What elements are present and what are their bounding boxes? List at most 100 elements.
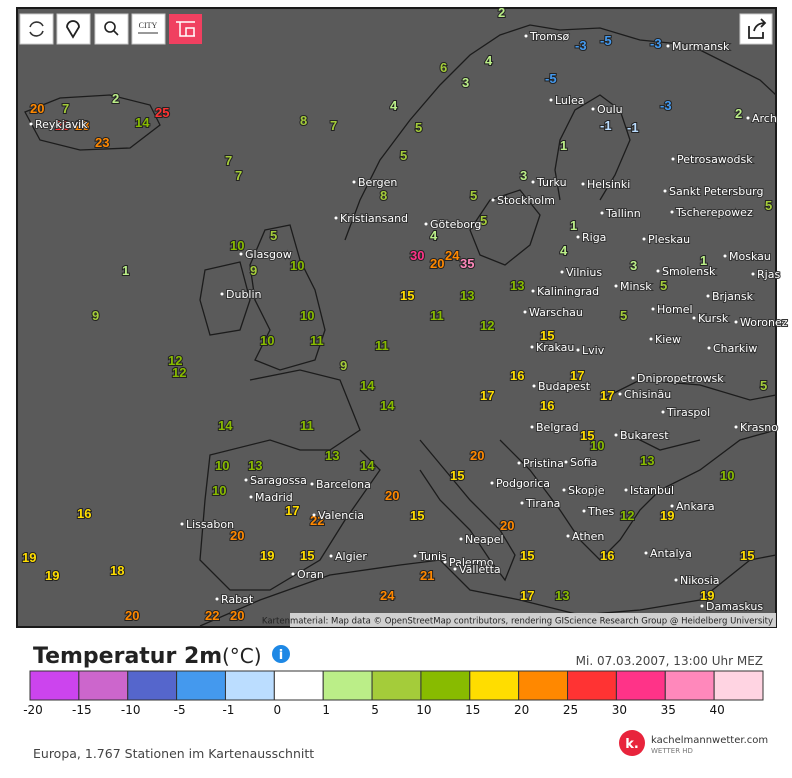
balkans-blacksea	[499, 429, 777, 561]
city-button[interactable]	[131, 13, 166, 45]
city-label: Arch	[752, 112, 777, 125]
city-label: Helsinki	[587, 178, 630, 191]
station-temperature: 10	[230, 238, 244, 253]
station-temperature: 5	[660, 278, 667, 293]
city-label: Bukarest	[620, 429, 669, 442]
city-label: Minsk	[620, 280, 652, 293]
legend-tick-label: -20	[23, 703, 43, 717]
city-dot	[29, 122, 33, 126]
city-label: Algier	[335, 550, 367, 563]
station-temperature: 20	[500, 518, 514, 533]
station-temperature: 4	[485, 53, 493, 68]
station-temperature: 3	[462, 75, 469, 90]
city-label: Turku	[536, 176, 567, 189]
city-label: Woronez	[740, 316, 788, 329]
legend: -20 -15 -10 -5 -1 0 1 5 10 15 20 25 30 35 40	[23, 670, 764, 717]
station-temperature: 10	[260, 333, 274, 348]
city-label: Athen	[572, 530, 604, 543]
scandinavia-coast	[344, 24, 777, 241]
station-temperature: 16	[77, 506, 91, 521]
city-dot	[576, 348, 580, 352]
city-dot	[491, 198, 495, 202]
legend-tick-label: 30	[612, 703, 627, 717]
station-temperature: 15	[740, 548, 754, 563]
map-panel[interactable]	[16, 7, 777, 628]
location-button[interactable]	[56, 13, 91, 45]
city-label: Tscherepowez	[675, 206, 753, 219]
station-temperature: 8	[300, 113, 307, 128]
station-temperature: 19	[45, 568, 59, 583]
city-label: Podgorica	[496, 477, 550, 490]
city-label: Reykjavik	[35, 118, 88, 131]
city-dot	[642, 237, 646, 241]
city-label: Glasgow	[245, 248, 292, 261]
city-label: Tirana	[525, 497, 560, 510]
station-temperature: 23	[95, 135, 109, 150]
legend-swatch	[78, 670, 129, 701]
city-dot	[751, 272, 755, 276]
legend-swatch	[469, 670, 520, 701]
city-dot	[576, 235, 580, 239]
legend-swatch	[322, 670, 373, 701]
station-temperature: 6	[440, 60, 447, 75]
station-temperature: 4	[560, 243, 568, 258]
station-temperature: 13	[248, 458, 262, 473]
city-dot	[459, 537, 463, 541]
station-temperature: -3	[575, 38, 587, 53]
legend-swatch	[371, 670, 422, 701]
zoom-button[interactable]	[94, 13, 129, 45]
city-label: Lulea	[555, 94, 584, 107]
city-label: Lviv	[582, 344, 605, 357]
legend-tick-label: 10	[416, 703, 431, 717]
city-dot	[517, 461, 521, 465]
station-temperature: 15	[450, 468, 464, 483]
city-dot	[239, 252, 243, 256]
city-dot	[618, 392, 622, 396]
station-temperature: 7	[62, 101, 69, 116]
legend-tick-label: 25	[563, 703, 578, 717]
zoom-icon	[104, 21, 116, 33]
title: Temperatur 2m	[33, 644, 222, 669]
city-label: Madrid	[255, 491, 293, 504]
station-temperature: 10	[290, 258, 304, 273]
logo-icon[interactable]	[619, 730, 645, 756]
city-dot	[215, 597, 219, 601]
city-label: Skopje	[568, 484, 605, 497]
city-dot	[674, 578, 678, 582]
city-label: Oulu	[597, 103, 623, 116]
city-dot	[644, 551, 648, 555]
station-temperature: 8	[380, 188, 387, 203]
city-label: Dublin	[226, 288, 262, 301]
legend-tick-label: 35	[661, 703, 676, 717]
city-label: Sankt Petersburg	[669, 185, 763, 198]
share-button[interactable]	[739, 13, 773, 45]
city-dot	[453, 567, 457, 571]
share-icon	[748, 18, 767, 39]
city-label: Rjas	[757, 268, 780, 281]
refresh-button[interactable]	[19, 13, 54, 45]
station-temperature: 19	[260, 548, 274, 563]
city-dot	[734, 320, 738, 324]
info-button[interactable]	[272, 645, 290, 663]
city-dot	[600, 211, 604, 215]
station-temperature: 13	[460, 288, 474, 303]
city-label: Nikosia	[680, 574, 720, 587]
city-dot	[670, 504, 674, 508]
city-dot	[700, 604, 704, 608]
station-temperature: 7	[225, 153, 232, 168]
station-temperature: 11	[430, 308, 444, 323]
city-dot	[523, 310, 527, 314]
station-temperature: 25	[155, 105, 169, 120]
city-label: Tiraspol	[666, 406, 710, 419]
city-label: Warschau	[529, 306, 583, 319]
legend-tick-label: 40	[709, 703, 724, 717]
city-label: Kiew	[655, 333, 681, 346]
africa-coast	[199, 554, 777, 627]
station-temperature: 13	[325, 448, 339, 463]
refresh-icon	[29, 21, 44, 37]
city-dot	[707, 346, 711, 350]
city-dot	[549, 98, 553, 102]
station-temperature: -3	[660, 98, 672, 113]
city-label: Charkiw	[713, 342, 757, 355]
